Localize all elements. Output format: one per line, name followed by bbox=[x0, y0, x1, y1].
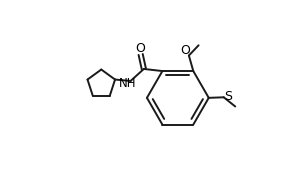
Text: O: O bbox=[135, 42, 145, 55]
Text: O: O bbox=[180, 44, 190, 57]
Text: NH: NH bbox=[119, 77, 136, 90]
Text: S: S bbox=[224, 90, 232, 103]
